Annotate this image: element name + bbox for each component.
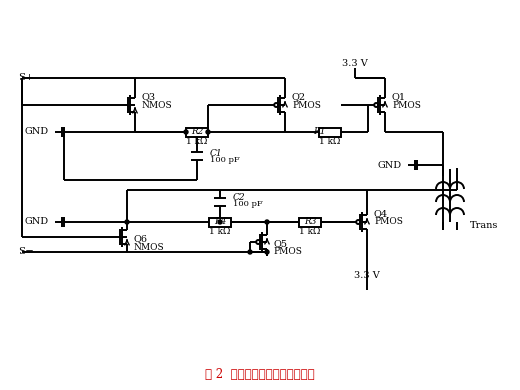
Text: Q3: Q3	[141, 92, 155, 101]
Text: GND: GND	[25, 128, 49, 136]
Text: Q6: Q6	[133, 234, 147, 243]
Bar	[319, 128, 341, 136]
Text: PMOS: PMOS	[292, 101, 321, 110]
Text: Q2: Q2	[292, 92, 306, 101]
Bar	[299, 218, 321, 227]
Text: 3.3 V: 3.3 V	[342, 60, 368, 69]
Text: S+: S+	[18, 73, 34, 83]
Text: 图 2  典型的斜率控制电路原理图: 图 2 典型的斜率控制电路原理图	[205, 367, 315, 381]
Text: GND: GND	[378, 161, 402, 170]
Text: PMOS: PMOS	[392, 101, 421, 110]
Circle shape	[265, 250, 269, 254]
Text: R1: R1	[314, 128, 326, 136]
Circle shape	[184, 130, 188, 134]
Text: R2: R2	[191, 128, 203, 136]
Text: 1 kΩ: 1 kΩ	[300, 227, 321, 236]
Text: GND: GND	[25, 218, 49, 227]
Text: PMOS: PMOS	[273, 248, 302, 257]
Text: NMOS: NMOS	[133, 243, 164, 252]
Text: 1 kΩ: 1 kΩ	[186, 138, 207, 147]
Text: 100 pF: 100 pF	[233, 200, 263, 208]
Text: Q5: Q5	[273, 239, 287, 248]
Text: C1: C1	[210, 149, 223, 158]
Text: Q1: Q1	[392, 92, 406, 101]
Text: 3.3 V: 3.3 V	[354, 271, 380, 280]
Circle shape	[248, 250, 252, 254]
Circle shape	[218, 220, 222, 224]
Text: Q4: Q4	[374, 209, 388, 218]
Text: 100 pF: 100 pF	[210, 156, 240, 164]
Bar	[186, 128, 208, 136]
Text: R3: R3	[304, 218, 316, 227]
Text: Trans: Trans	[470, 222, 498, 230]
Circle shape	[206, 130, 210, 134]
Text: R4: R4	[214, 218, 226, 227]
Text: PMOS: PMOS	[374, 218, 403, 227]
Text: 1 kΩ: 1 kΩ	[210, 227, 231, 236]
Text: NMOS: NMOS	[141, 101, 172, 110]
Circle shape	[125, 220, 129, 224]
Bar	[209, 218, 231, 227]
Text: S−: S−	[18, 248, 34, 257]
Text: 1 kΩ: 1 kΩ	[319, 138, 341, 147]
Circle shape	[265, 220, 269, 224]
Text: C2: C2	[233, 193, 245, 202]
